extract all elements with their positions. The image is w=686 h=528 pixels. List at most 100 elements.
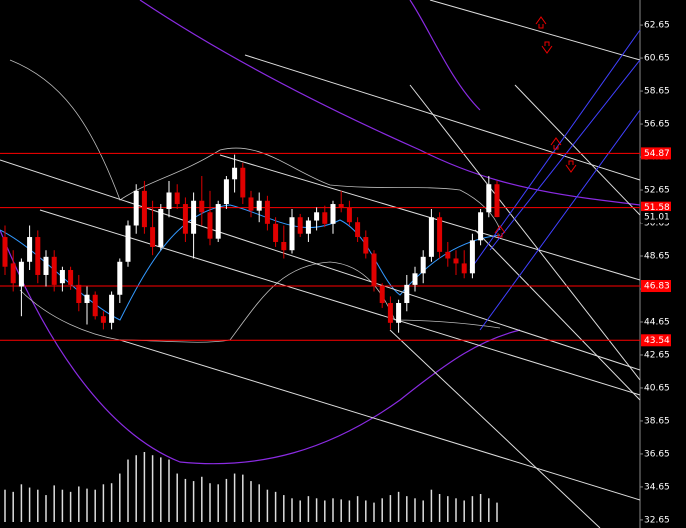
y-tick-label: 52.65	[644, 186, 670, 196]
level-label: 51.58	[644, 203, 670, 213]
candle-body	[68, 270, 74, 285]
trend-line	[514, 84, 641, 216]
candle-body	[346, 207, 352, 223]
signal-arrow	[494, 225, 506, 238]
candle-body	[10, 263, 16, 284]
channel-line	[489, 59, 641, 251]
level-label: 54.87	[644, 149, 670, 159]
candle-body	[232, 167, 238, 180]
candle-body	[264, 200, 270, 224]
candle-body	[412, 273, 418, 285]
candle-body	[84, 294, 90, 304]
candle-body	[133, 190, 139, 226]
y-tick-label: 58.65	[644, 87, 670, 97]
envelope-upper	[139, 0, 641, 206]
candle-body	[166, 192, 172, 209]
candle-body	[420, 256, 426, 274]
price-tag	[641, 211, 671, 224]
trend-line	[39, 209, 641, 396]
y-tick-label: 56.65	[644, 120, 670, 130]
candle-body	[248, 197, 254, 211]
candle-body	[150, 227, 156, 247]
level-label: 43.54	[644, 336, 670, 346]
y-tick-label: 62.65	[644, 21, 670, 31]
signal-arrow	[535, 16, 547, 29]
candle-body	[396, 303, 402, 323]
candle-body	[43, 256, 49, 275]
candle-body	[478, 212, 484, 241]
channel-line	[479, 109, 641, 331]
candle-body	[437, 217, 443, 252]
candle-body	[27, 237, 33, 262]
level-tag	[641, 147, 671, 160]
candle-body	[486, 184, 492, 213]
candle-body	[59, 270, 65, 284]
candle-body	[297, 217, 303, 234]
candle-body	[35, 237, 41, 275]
signal-arrow	[550, 137, 562, 150]
candle-body	[289, 217, 295, 251]
signal-arrow	[565, 160, 577, 173]
candle-body	[51, 256, 57, 285]
y-tick-label: 40.65	[644, 383, 670, 393]
candle-body	[338, 204, 344, 208]
level-tag	[641, 201, 671, 214]
candle-body	[100, 316, 106, 323]
trend-line	[0, 159, 641, 371]
y-tick-label: 44.65	[644, 317, 670, 327]
candle-body	[363, 237, 369, 254]
candle-body	[174, 192, 180, 205]
signal-arrow	[541, 41, 553, 54]
level-label: 46.83	[644, 282, 670, 292]
candle-body	[76, 284, 82, 304]
candle-body	[199, 200, 205, 213]
candle-body	[428, 217, 434, 257]
candle-body	[158, 208, 164, 247]
candle-body	[387, 303, 393, 323]
candle-body	[18, 261, 24, 287]
candle-body	[117, 261, 123, 295]
candle-body	[322, 212, 328, 224]
envelope-top	[409, 0, 481, 111]
level-tag	[641, 334, 671, 347]
candle-body	[92, 294, 98, 317]
candle-body	[273, 223, 279, 242]
trend-line	[474, 229, 641, 401]
candle-body	[314, 212, 320, 221]
candle-body	[404, 284, 410, 304]
trend-line	[409, 84, 641, 381]
candle-body	[109, 294, 115, 323]
candle-body	[2, 237, 8, 267]
candle-body	[141, 190, 147, 228]
envelope-lower	[0, 229, 521, 465]
level-tag	[641, 280, 671, 293]
y-tick-label: 36.65	[644, 449, 670, 459]
candle-body	[215, 204, 221, 239]
candle-body	[191, 200, 197, 234]
last-price-label: 51.01	[644, 213, 670, 223]
candle-body	[469, 240, 475, 274]
channel-line	[469, 29, 641, 271]
candle-body	[371, 253, 377, 287]
trend-line	[119, 339, 641, 501]
y-tick-label: 42.65	[644, 350, 670, 360]
candle-body	[379, 286, 385, 304]
candle-body	[330, 204, 336, 224]
y-tick-label: 38.65	[644, 416, 670, 426]
candle-body	[182, 204, 188, 234]
trend-line	[429, 0, 641, 61]
candle-body	[207, 212, 213, 239]
y-tick-label: 60.65	[644, 54, 670, 64]
bollinger-upper	[9, 59, 501, 231]
candle-body	[125, 225, 131, 262]
candle-body	[223, 179, 229, 205]
candle-body	[256, 200, 262, 211]
y-tick-label: 48.65	[644, 252, 670, 262]
candle-body	[453, 258, 459, 264]
y-tick-label: 34.65	[644, 482, 670, 492]
bollinger-lower	[19, 261, 501, 343]
candle-body	[305, 220, 311, 234]
candle-body	[355, 222, 361, 238]
candle-body	[240, 167, 246, 198]
